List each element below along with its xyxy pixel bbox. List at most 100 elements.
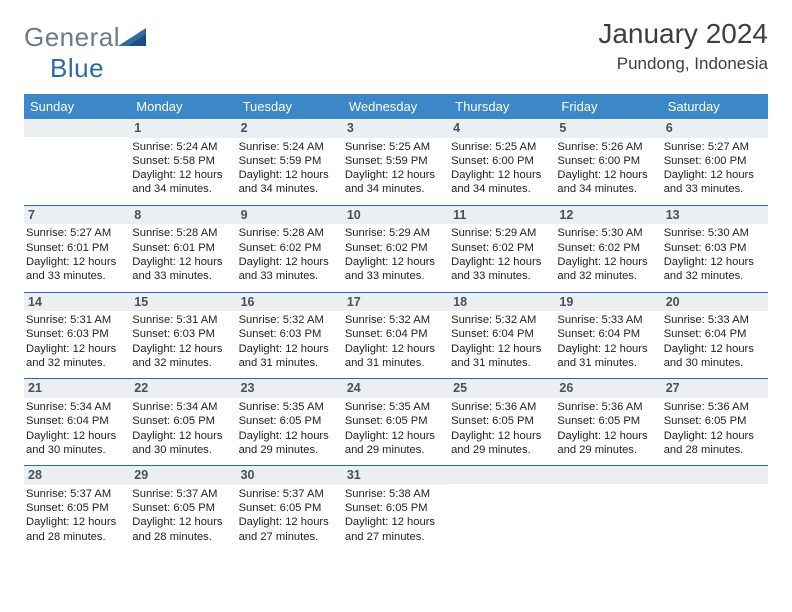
day-detail-line: Sunrise: 5:33 AM	[664, 313, 764, 327]
day-detail-line: Sunset: 6:00 PM	[557, 154, 657, 168]
day-detail-line: Sunrise: 5:32 AM	[345, 313, 445, 327]
logo-triangle-icon	[118, 24, 146, 46]
day-number: 27	[662, 379, 768, 398]
calendar-day-cell: 2Sunrise: 5:24 AMSunset: 5:59 PMDaylight…	[237, 119, 343, 205]
day-details: Sunrise: 5:30 AMSunset: 6:02 PMDaylight:…	[555, 224, 661, 291]
day-detail-line: Daylight: 12 hours	[132, 255, 232, 269]
page-header: General Blue January 2024 Pundong, Indon…	[24, 18, 768, 84]
day-number: 15	[130, 293, 236, 312]
day-number: 26	[555, 379, 661, 398]
day-details: Sunrise: 5:28 AMSunset: 6:02 PMDaylight:…	[237, 224, 343, 291]
day-details	[662, 484, 768, 546]
day-number: 18	[449, 293, 555, 312]
day-detail-line: and 33 minutes.	[132, 269, 232, 283]
day-detail-line: Sunset: 6:02 PM	[557, 241, 657, 255]
day-number: 13	[662, 206, 768, 225]
day-detail-line: and 33 minutes.	[345, 269, 445, 283]
calendar-empty-cell	[24, 119, 130, 205]
day-details: Sunrise: 5:36 AMSunset: 6:05 PMDaylight:…	[662, 398, 768, 465]
day-detail-line: and 32 minutes.	[26, 356, 126, 370]
day-number	[449, 466, 555, 484]
calendar-page: General Blue January 2024 Pundong, Indon…	[0, 0, 792, 612]
day-detail-line: and 28 minutes.	[132, 530, 232, 544]
calendar-day-cell: 7Sunrise: 5:27 AMSunset: 6:01 PMDaylight…	[24, 205, 130, 292]
weekday-header: Saturday	[662, 94, 768, 119]
calendar-week-row: 7Sunrise: 5:27 AMSunset: 6:01 PMDaylight…	[24, 205, 768, 292]
day-detail-line: Daylight: 12 hours	[132, 342, 232, 356]
day-details: Sunrise: 5:33 AMSunset: 6:04 PMDaylight:…	[662, 311, 768, 378]
day-number: 3	[343, 119, 449, 138]
day-detail-line: Daylight: 12 hours	[26, 515, 126, 529]
day-number: 10	[343, 206, 449, 225]
day-detail-line: Daylight: 12 hours	[132, 168, 232, 182]
day-detail-line: Daylight: 12 hours	[451, 168, 551, 182]
day-detail-line: Sunrise: 5:25 AM	[345, 140, 445, 154]
day-detail-line: and 33 minutes.	[239, 269, 339, 283]
day-detail-line: Sunrise: 5:34 AM	[26, 400, 126, 414]
day-details: Sunrise: 5:27 AMSunset: 6:00 PMDaylight:…	[662, 138, 768, 205]
day-detail-line: and 31 minutes.	[239, 356, 339, 370]
calendar-header-row: SundayMondayTuesdayWednesdayThursdayFrid…	[24, 94, 768, 119]
calendar-day-cell: 28Sunrise: 5:37 AMSunset: 6:05 PMDayligh…	[24, 466, 130, 552]
day-detail-line: and 30 minutes.	[26, 443, 126, 457]
day-detail-line: and 27 minutes.	[239, 530, 339, 544]
day-detail-line: and 31 minutes.	[451, 356, 551, 370]
day-details: Sunrise: 5:32 AMSunset: 6:04 PMDaylight:…	[449, 311, 555, 378]
weekday-header: Friday	[555, 94, 661, 119]
day-detail-line: Daylight: 12 hours	[239, 429, 339, 443]
calendar-empty-cell	[449, 466, 555, 552]
day-detail-line: Daylight: 12 hours	[557, 342, 657, 356]
day-number: 11	[449, 206, 555, 225]
day-details: Sunrise: 5:37 AMSunset: 6:05 PMDaylight:…	[237, 485, 343, 552]
day-number: 5	[555, 119, 661, 138]
day-number: 23	[237, 379, 343, 398]
calendar-empty-cell	[555, 466, 661, 552]
day-detail-line: Sunset: 6:05 PM	[345, 501, 445, 515]
day-number	[24, 119, 130, 137]
day-details: Sunrise: 5:31 AMSunset: 6:03 PMDaylight:…	[24, 311, 130, 378]
day-details: Sunrise: 5:33 AMSunset: 6:04 PMDaylight:…	[555, 311, 661, 378]
day-detail-line: Sunset: 6:05 PM	[345, 414, 445, 428]
day-detail-line: and 31 minutes.	[345, 356, 445, 370]
calendar-day-cell: 21Sunrise: 5:34 AMSunset: 6:04 PMDayligh…	[24, 379, 130, 466]
day-detail-line: and 34 minutes.	[239, 182, 339, 196]
day-details: Sunrise: 5:25 AMSunset: 5:59 PMDaylight:…	[343, 138, 449, 205]
calendar-day-cell: 1Sunrise: 5:24 AMSunset: 5:58 PMDaylight…	[130, 119, 236, 205]
day-details: Sunrise: 5:34 AMSunset: 6:05 PMDaylight:…	[130, 398, 236, 465]
calendar-day-cell: 14Sunrise: 5:31 AMSunset: 6:03 PMDayligh…	[24, 292, 130, 379]
day-detail-line: Daylight: 12 hours	[239, 515, 339, 529]
day-detail-line: Sunset: 6:05 PM	[239, 414, 339, 428]
day-detail-line: Sunset: 6:03 PM	[239, 327, 339, 341]
calendar-day-cell: 11Sunrise: 5:29 AMSunset: 6:02 PMDayligh…	[449, 205, 555, 292]
day-number	[555, 466, 661, 484]
day-detail-line: and 30 minutes.	[664, 356, 764, 370]
day-detail-line: Daylight: 12 hours	[132, 429, 232, 443]
day-details: Sunrise: 5:35 AMSunset: 6:05 PMDaylight:…	[237, 398, 343, 465]
day-number: 21	[24, 379, 130, 398]
day-number: 2	[237, 119, 343, 138]
day-detail-line: Sunset: 6:05 PM	[664, 414, 764, 428]
day-detail-line: Sunset: 6:03 PM	[26, 327, 126, 341]
day-detail-line: Daylight: 12 hours	[557, 168, 657, 182]
day-number: 19	[555, 293, 661, 312]
day-number: 6	[662, 119, 768, 138]
day-details: Sunrise: 5:35 AMSunset: 6:05 PMDaylight:…	[343, 398, 449, 465]
day-number: 31	[343, 466, 449, 485]
calendar-day-cell: 30Sunrise: 5:37 AMSunset: 6:05 PMDayligh…	[237, 466, 343, 552]
calendar-day-cell: 24Sunrise: 5:35 AMSunset: 6:05 PMDayligh…	[343, 379, 449, 466]
day-detail-line: Daylight: 12 hours	[451, 342, 551, 356]
day-details: Sunrise: 5:27 AMSunset: 6:01 PMDaylight:…	[24, 224, 130, 291]
calendar-day-cell: 22Sunrise: 5:34 AMSunset: 6:05 PMDayligh…	[130, 379, 236, 466]
day-number: 29	[130, 466, 236, 485]
day-detail-line: Sunrise: 5:36 AM	[557, 400, 657, 414]
calendar-day-cell: 18Sunrise: 5:32 AMSunset: 6:04 PMDayligh…	[449, 292, 555, 379]
calendar-day-cell: 25Sunrise: 5:36 AMSunset: 6:05 PMDayligh…	[449, 379, 555, 466]
day-detail-line: Sunset: 6:04 PM	[451, 327, 551, 341]
day-detail-line: Sunrise: 5:37 AM	[239, 487, 339, 501]
day-number: 16	[237, 293, 343, 312]
day-number: 8	[130, 206, 236, 225]
day-detail-line: and 31 minutes.	[557, 356, 657, 370]
calendar-day-cell: 3Sunrise: 5:25 AMSunset: 5:59 PMDaylight…	[343, 119, 449, 205]
day-detail-line: Daylight: 12 hours	[664, 342, 764, 356]
title-block: January 2024 Pundong, Indonesia	[598, 18, 768, 74]
